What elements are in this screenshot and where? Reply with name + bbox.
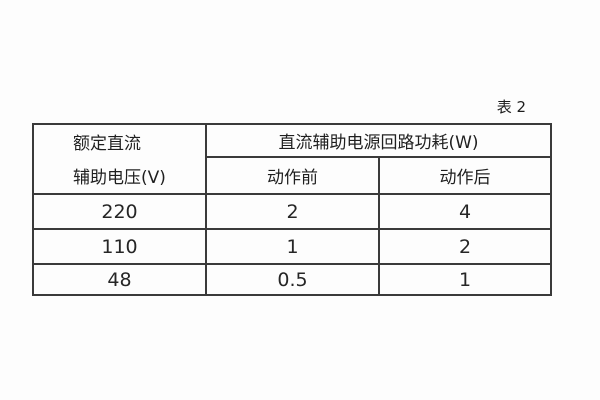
cell-voltage-220: 220	[32, 193, 207, 230]
power-consumption-table: 额定直流 辅助电压(V) 直流辅助电源回路功耗(W) 动作前 动作后 220 2…	[32, 122, 553, 296]
table-row-220v: 220 2 4	[32, 193, 553, 230]
header-row-sub: 动作前 动作后	[33, 156, 553, 195]
cell-before-220: 2	[205, 193, 380, 230]
rated-voltage-header-line1: 额定直流	[73, 134, 142, 154]
rated-voltage-header-block: 额定直流 辅助电压(V)	[73, 125, 166, 193]
header-cell-rated-voltage: 额定直流 辅助电压(V)	[32, 123, 207, 195]
header-cell-before-operation: 动作前	[205, 156, 380, 195]
cell-voltage-110: 110	[32, 228, 207, 265]
table-caption: 表 2	[496, 98, 526, 116]
table-row-48v: 48 0.5 1	[32, 263, 553, 296]
header-row-group: 额定直流 辅助电压(V) 直流辅助电源回路功耗(W)	[32, 122, 553, 195]
cell-before-48: 0.5	[205, 263, 380, 296]
cell-after-220: 4	[377, 193, 553, 230]
header-cell-after-operation: 动作后	[377, 156, 553, 195]
cell-after-110: 2	[377, 228, 553, 265]
cell-voltage-48: 48	[32, 263, 207, 296]
header-cell-power-consumption-group: 直流辅助电源回路功耗(W)	[204, 122, 553, 159]
cell-after-48: 1	[377, 263, 553, 296]
table-row-110v: 110 1 2	[32, 228, 553, 265]
cell-before-110: 1	[205, 228, 380, 265]
rated-voltage-header-line2: 辅助电压(V)	[73, 168, 166, 188]
